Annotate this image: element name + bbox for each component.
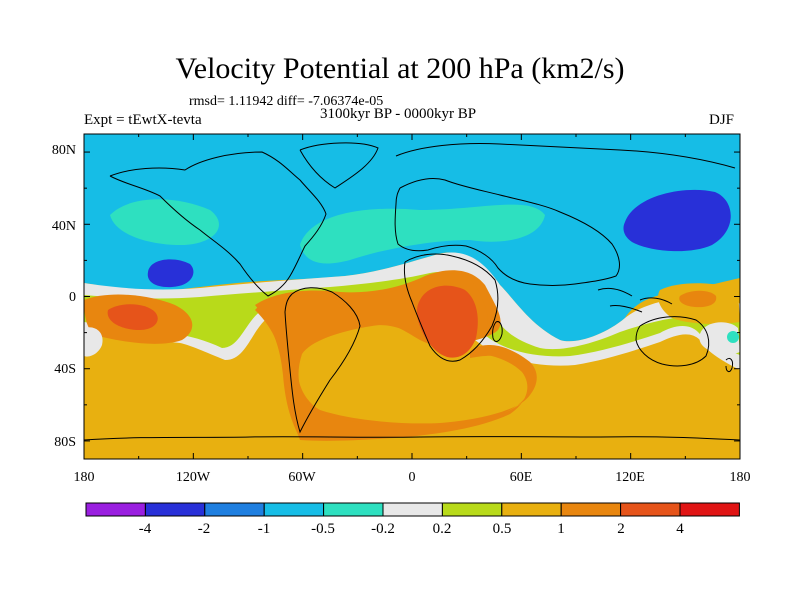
rmsd-diff-label: rmsd= 1.11942 diff= -7.06374e-05: [189, 94, 384, 109]
coastlines: [84, 142, 740, 441]
y-axis-labels: 80N 40N 0 40S 80S: [52, 143, 76, 450]
colorbar-box: [441, 502, 503, 517]
colorbar-box: [263, 502, 325, 517]
colorbar-box: [679, 502, 740, 517]
field-west-pacific-core: [679, 290, 717, 308]
colorbar-box: [560, 502, 622, 517]
y-tick-label: 40S: [54, 362, 76, 377]
y-tick-label: 80N: [52, 143, 76, 158]
colorbar-label: -2: [198, 521, 211, 537]
coast-antarctica: [84, 436, 740, 441]
colorbar-label: -0.2: [371, 521, 395, 537]
field-south-pacific-core: [107, 304, 158, 330]
colorbar-label: 0.2: [433, 521, 452, 537]
period-label: 3100kyr BP - 0000kyr BP: [320, 106, 477, 122]
season-label: DJF: [709, 112, 735, 128]
colorbar-box: [620, 502, 681, 517]
x-tick-label: 180: [730, 470, 751, 485]
x-tick-label: 120W: [176, 470, 211, 485]
coast-greenland: [299, 142, 379, 189]
colorbar-label: 2: [617, 521, 625, 537]
field-east-asia-low: [623, 189, 731, 252]
colorbar-box: [85, 502, 146, 517]
colorbar-label: -1: [258, 521, 271, 537]
experiment-label: Expt = tEwtX-tevta: [84, 112, 202, 128]
colorbar-label: -0.5: [311, 521, 335, 537]
coast-eurasia: [394, 143, 736, 286]
x-tick-label: 180: [74, 470, 95, 485]
chart-title: Velocity Potential at 200 hPa (km2/s): [175, 52, 625, 85]
coast-australia: [635, 316, 710, 367]
colorbar-label: 0.5: [493, 521, 512, 537]
colorbar-box: [204, 502, 265, 517]
coast-south-america: [284, 287, 361, 434]
y-tick-label: 40N: [52, 219, 76, 234]
field-east-pocket: [699, 322, 740, 355]
y-tick-label: 80S: [54, 435, 76, 450]
colorbar-box: [382, 502, 443, 517]
field-atlantic-tongue: [300, 204, 545, 264]
colorbar: [85, 502, 740, 517]
colorbar-box: [501, 502, 562, 517]
colorbar-labels: -4 -2 -1 -0.5 -0.2 0.2 0.5 1 2 4: [139, 521, 685, 537]
x-tick-label: 60E: [510, 470, 533, 485]
coast-indonesia: [597, 287, 673, 313]
colorbar-label: 4: [676, 521, 684, 537]
colorbar-box: [323, 502, 384, 517]
colorbar-label: -4: [139, 521, 152, 537]
field-pacific-tongue: [110, 199, 219, 245]
colorbar-label: 1: [557, 521, 565, 537]
coast-new-zealand: [725, 357, 733, 373]
tick-marks: [83, 134, 741, 459]
colorbar-box: [144, 502, 206, 517]
x-tick-label: 0: [409, 470, 416, 485]
coast-madagascar: [492, 321, 503, 342]
field-southern-africa-max: [416, 285, 478, 358]
x-tick-label: 120E: [615, 470, 645, 485]
field-aqua-spot: [727, 331, 739, 343]
x-axis-labels: 180 120W 60W 0 60E 120E 180: [74, 470, 751, 485]
contour-field: [84, 134, 740, 459]
y-tick-label: 0: [69, 290, 76, 305]
field-north-pacific-low: [147, 259, 194, 288]
x-tick-label: 60W: [288, 470, 316, 485]
coast-africa: [403, 253, 499, 362]
coast-north-america: [109, 151, 327, 297]
field-west-pocket: [84, 327, 103, 357]
